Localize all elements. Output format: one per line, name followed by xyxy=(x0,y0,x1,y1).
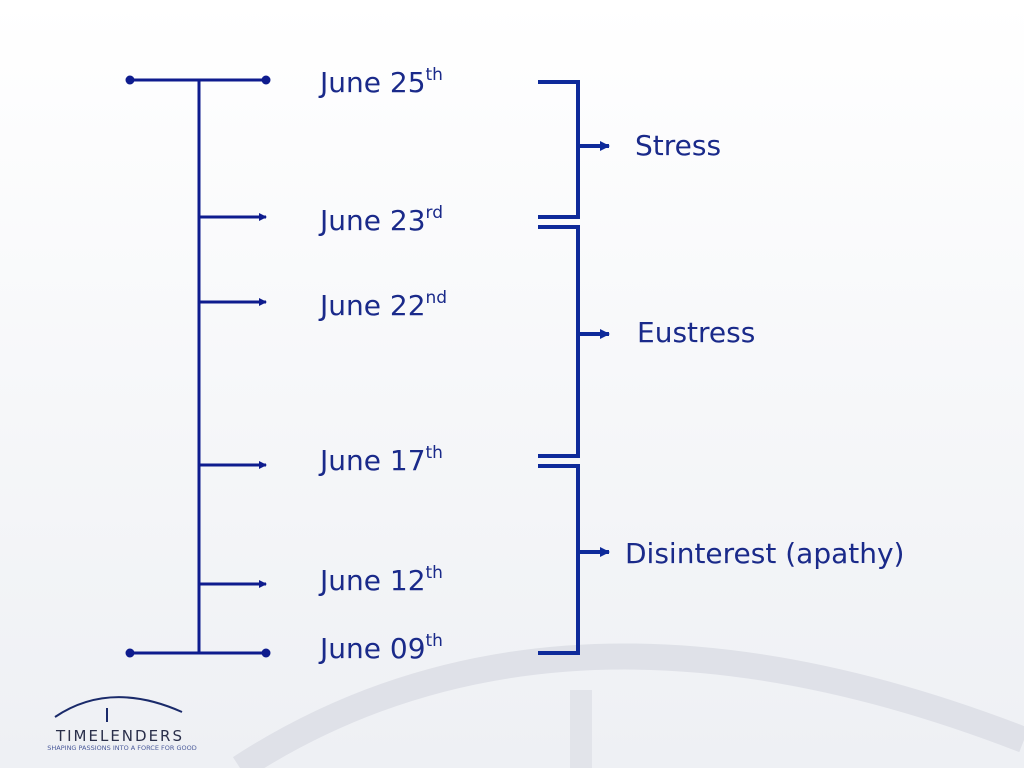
logo-tagline: SHAPING PASSIONS INTO A FORCE FOR GOOD xyxy=(47,744,196,752)
bracket xyxy=(538,464,580,655)
date-suffix: th xyxy=(426,65,443,85)
bracket xyxy=(538,80,580,219)
date-suffix: rd xyxy=(426,203,443,223)
date-suffix: th xyxy=(426,631,443,651)
date-text: June 09 xyxy=(318,632,426,665)
logo-arc xyxy=(54,696,183,718)
timeline xyxy=(125,75,271,658)
watermark-arc xyxy=(232,643,1024,768)
date: June 23rd xyxy=(318,203,443,237)
date-suffix: nd xyxy=(426,288,448,308)
watermark-bar xyxy=(570,690,592,768)
phase-label: Disinterest (apathy) xyxy=(625,537,904,570)
date-text: June 17 xyxy=(318,444,426,477)
logo-name: TIMELENDERS xyxy=(55,727,184,745)
date: June 12th xyxy=(318,563,443,597)
bracket xyxy=(538,225,580,458)
date-text: June 23 xyxy=(318,204,426,237)
dot xyxy=(125,648,135,658)
date: June 09th xyxy=(318,631,443,665)
date: June 25th xyxy=(318,65,443,99)
date-text: June 22 xyxy=(318,289,426,322)
date-suffix: th xyxy=(426,563,443,583)
date: June 22nd xyxy=(318,288,447,322)
date-text: June 25 xyxy=(318,66,426,99)
dot xyxy=(261,75,271,85)
date-text: June 12 xyxy=(318,564,426,597)
dot xyxy=(125,75,135,85)
logo: TIMELENDERS SHAPING PASSIONS INTO A FORC… xyxy=(47,696,197,752)
date-suffix: th xyxy=(426,443,443,463)
dot xyxy=(261,648,271,658)
date: June 17th xyxy=(318,443,443,477)
phase-label: Eustress xyxy=(637,316,755,349)
phase-label: Stress xyxy=(635,129,721,162)
brackets: Stress Eustress Disinterest (apathy) xyxy=(538,80,904,655)
dates: June 25th June 23rd June 22nd June 17th … xyxy=(318,65,447,665)
